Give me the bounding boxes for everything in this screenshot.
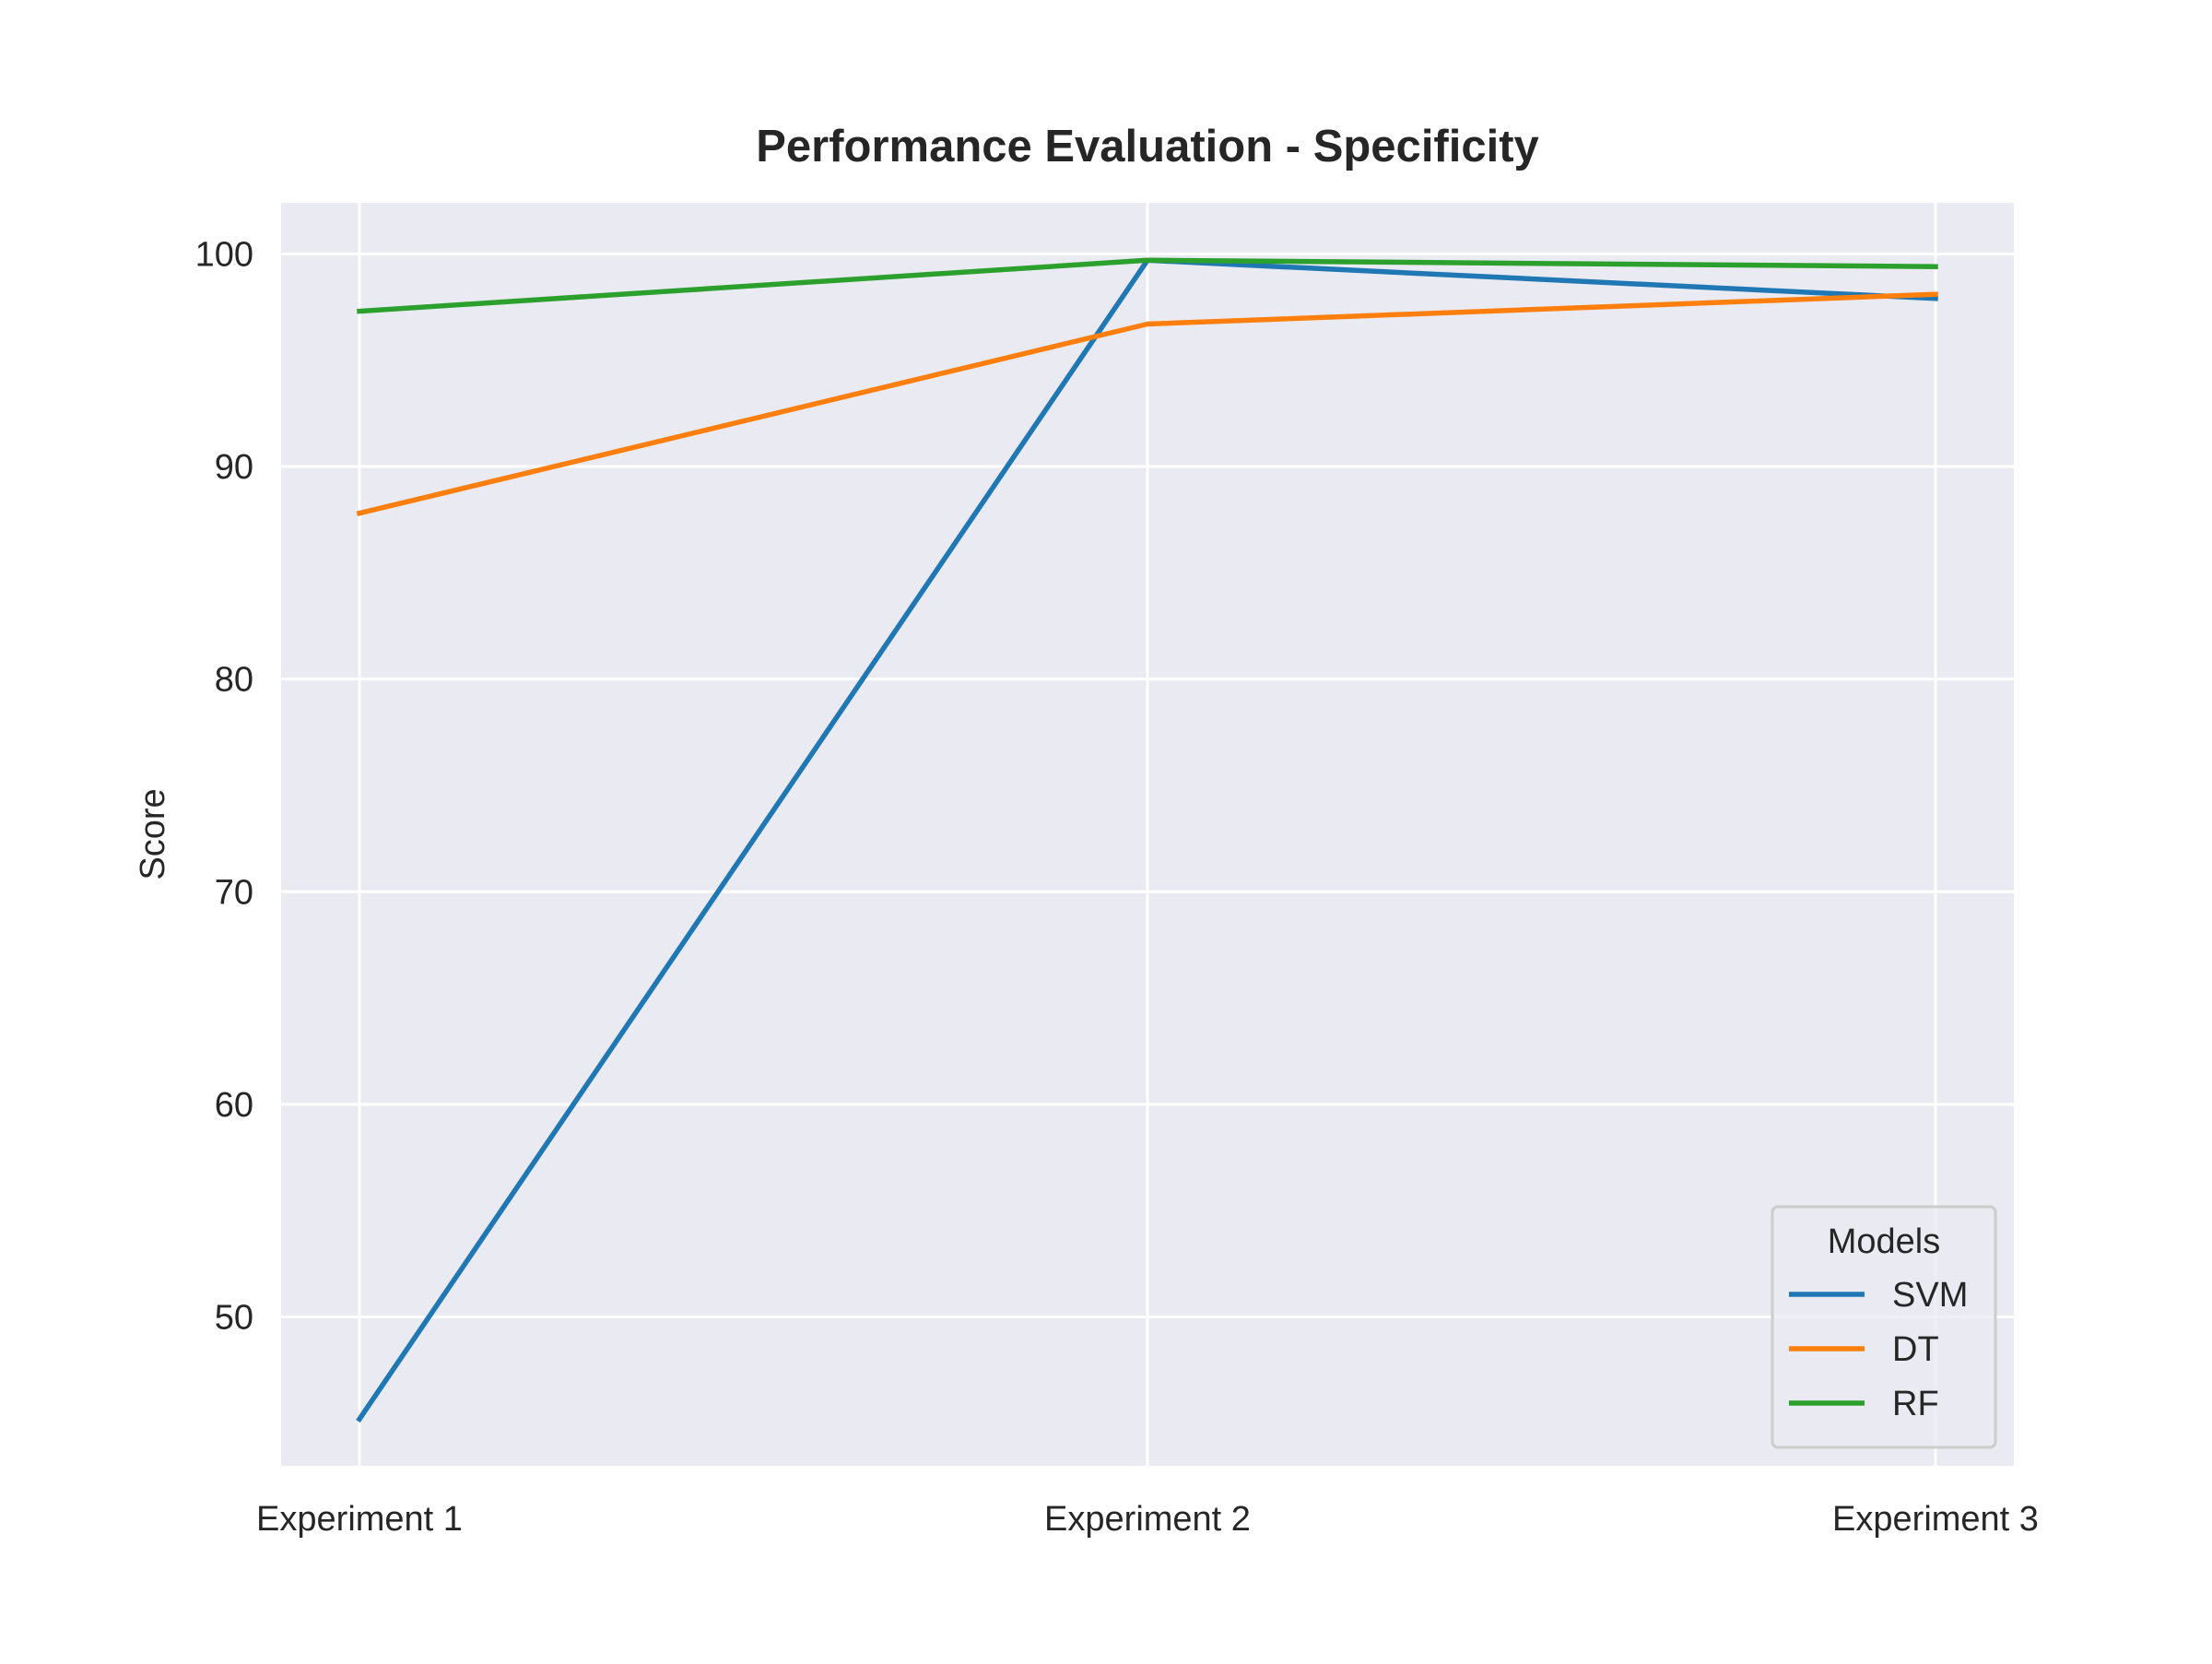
legend-title: Models: [1828, 1222, 1941, 1261]
y-tick-label: 90: [215, 448, 253, 487]
legend-label-rf: RF: [1892, 1385, 1939, 1423]
series-line-rf: [357, 257, 1938, 314]
y-axis-label: Score: [134, 788, 172, 879]
y-tick-label: 80: [215, 661, 253, 700]
x-tick-label: Experiment 2: [1044, 1500, 1251, 1539]
legend: Models SVM DT RF: [1771, 1205, 1997, 1449]
y-tick-label: 70: [215, 873, 253, 912]
series-lines: [356, 257, 1938, 1423]
y-tick-label: 100: [195, 235, 253, 274]
x-tick-label: Experiment 3: [1832, 1500, 2039, 1539]
y-tick-label: 50: [215, 1299, 253, 1338]
tick-labels: 50 60 70 80 90 100 Experiment 1 Experiment 2 Exp…: [195, 235, 2039, 1539]
y-tick-label: 60: [215, 1086, 253, 1125]
legend-label-dt: DT: [1892, 1330, 1939, 1369]
legend-box: [1771, 1205, 1997, 1449]
grid: [281, 203, 2014, 1466]
legend-label-svm: SVM: [1892, 1276, 1968, 1315]
chart-title: Performance Evaluation - Specificity: [756, 122, 1539, 171]
series-line-dt: [356, 291, 1938, 517]
x-tick-label: Experiment 1: [256, 1500, 463, 1539]
